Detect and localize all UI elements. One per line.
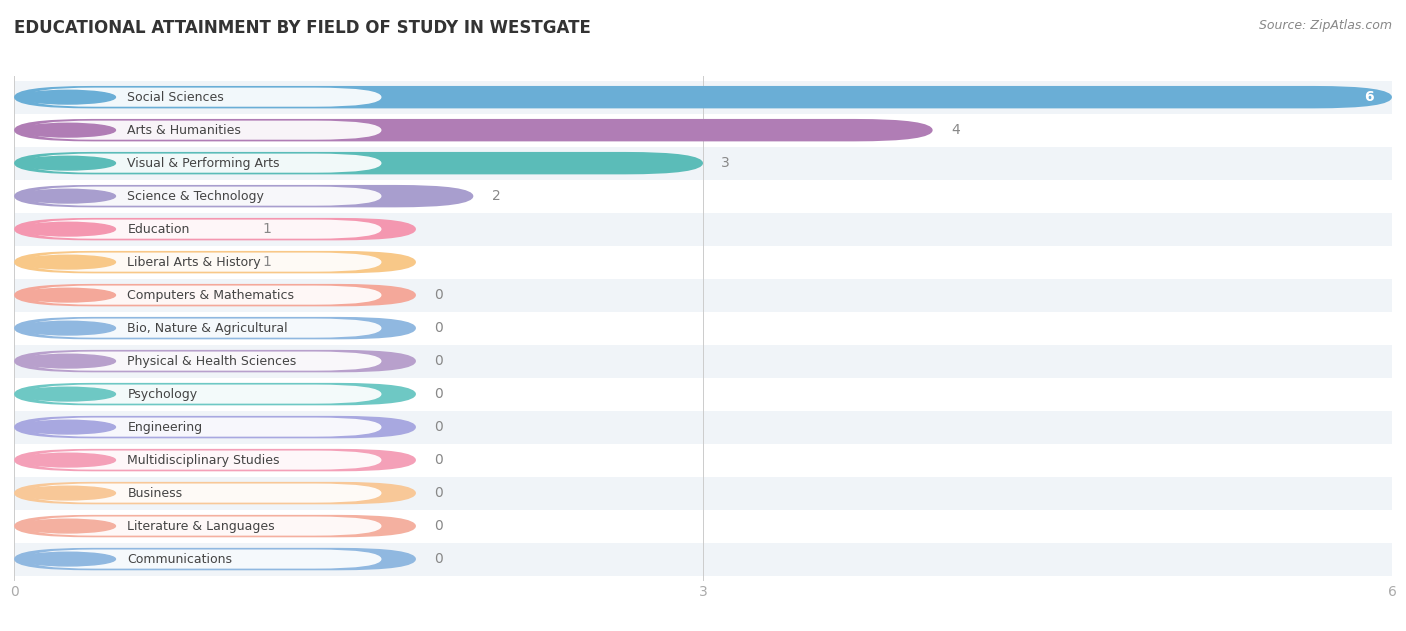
FancyBboxPatch shape [14,284,416,306]
Circle shape [20,321,115,335]
Text: Arts & Humanities: Arts & Humanities [128,124,242,137]
FancyBboxPatch shape [14,515,416,538]
Text: Business: Business [128,487,183,500]
Circle shape [20,354,115,368]
FancyBboxPatch shape [14,180,1392,213]
FancyBboxPatch shape [28,418,381,437]
Text: 2: 2 [492,189,501,203]
FancyBboxPatch shape [28,384,381,404]
Circle shape [20,420,115,434]
FancyBboxPatch shape [28,220,381,239]
FancyBboxPatch shape [28,550,381,569]
FancyBboxPatch shape [14,482,416,504]
FancyBboxPatch shape [14,416,416,439]
FancyBboxPatch shape [14,510,1392,543]
Text: 1: 1 [262,255,271,269]
Circle shape [20,222,115,236]
Text: 0: 0 [434,453,443,467]
FancyBboxPatch shape [28,153,381,173]
Circle shape [20,90,115,104]
Circle shape [20,256,115,269]
FancyBboxPatch shape [14,411,1392,444]
FancyBboxPatch shape [14,444,1392,476]
FancyBboxPatch shape [14,218,416,240]
FancyBboxPatch shape [28,88,381,107]
FancyBboxPatch shape [14,317,416,339]
Circle shape [20,487,115,500]
Text: 0: 0 [434,354,443,368]
Text: 0: 0 [434,321,443,335]
Text: Liberal Arts & History: Liberal Arts & History [128,256,262,269]
FancyBboxPatch shape [14,476,1392,510]
FancyBboxPatch shape [28,319,381,338]
FancyBboxPatch shape [14,350,416,372]
FancyBboxPatch shape [14,86,1392,109]
FancyBboxPatch shape [28,187,381,206]
Text: 3: 3 [721,156,730,170]
Text: Engineering: Engineering [128,421,202,433]
FancyBboxPatch shape [14,114,1392,146]
Text: Visual & Performing Arts: Visual & Performing Arts [128,156,280,170]
Circle shape [20,453,115,467]
Circle shape [20,123,115,137]
FancyBboxPatch shape [14,543,1392,575]
Circle shape [20,387,115,401]
FancyBboxPatch shape [14,185,474,208]
Text: Social Sciences: Social Sciences [128,91,224,103]
FancyBboxPatch shape [28,286,381,305]
FancyBboxPatch shape [14,119,932,141]
FancyBboxPatch shape [28,483,381,503]
FancyBboxPatch shape [14,245,1392,279]
Text: 0: 0 [434,387,443,401]
Text: Multidisciplinary Studies: Multidisciplinary Studies [128,454,280,466]
Text: Literature & Languages: Literature & Languages [128,519,276,533]
Text: 0: 0 [434,519,443,533]
Circle shape [20,189,115,203]
FancyBboxPatch shape [28,121,381,139]
FancyBboxPatch shape [14,383,416,405]
FancyBboxPatch shape [28,351,381,370]
Circle shape [20,519,115,533]
Text: Source: ZipAtlas.com: Source: ZipAtlas.com [1258,19,1392,32]
Text: Communications: Communications [128,553,232,565]
Text: 1: 1 [262,222,271,236]
Text: Physical & Health Sciences: Physical & Health Sciences [128,355,297,368]
FancyBboxPatch shape [14,548,416,570]
Circle shape [20,288,115,302]
Text: Education: Education [128,223,190,235]
Text: 0: 0 [434,420,443,434]
Text: Computers & Mathematics: Computers & Mathematics [128,288,294,302]
FancyBboxPatch shape [28,451,381,469]
Text: 6: 6 [1364,90,1374,104]
Text: Bio, Nature & Agricultural: Bio, Nature & Agricultural [128,322,288,334]
FancyBboxPatch shape [14,81,1392,114]
Circle shape [20,156,115,170]
Text: EDUCATIONAL ATTAINMENT BY FIELD OF STUDY IN WESTGATE: EDUCATIONAL ATTAINMENT BY FIELD OF STUDY… [14,19,591,37]
FancyBboxPatch shape [14,377,1392,411]
Text: 0: 0 [434,288,443,302]
FancyBboxPatch shape [14,279,1392,312]
FancyBboxPatch shape [14,312,1392,345]
FancyBboxPatch shape [28,252,381,272]
FancyBboxPatch shape [14,213,1392,245]
Text: 0: 0 [434,552,443,566]
FancyBboxPatch shape [14,449,416,471]
FancyBboxPatch shape [14,146,1392,180]
Circle shape [20,552,115,566]
FancyBboxPatch shape [14,345,1392,377]
FancyBboxPatch shape [28,517,381,536]
FancyBboxPatch shape [14,251,416,273]
FancyBboxPatch shape [14,152,703,174]
Text: Psychology: Psychology [128,387,197,401]
Text: 4: 4 [950,123,960,137]
Text: Science & Technology: Science & Technology [128,190,264,203]
Text: 0: 0 [434,486,443,500]
